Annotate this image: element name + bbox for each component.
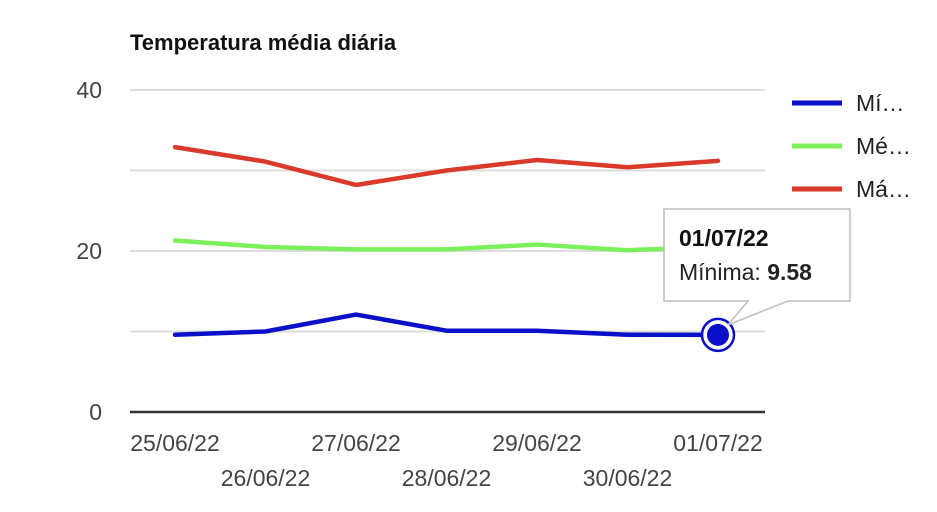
legend: Mí… Mé… Má… (792, 90, 911, 202)
tooltip-title: 01/07/22 (679, 225, 769, 251)
x-tick-label: 01/07/22 (673, 430, 763, 456)
series-line-2 (172, 144, 721, 188)
x-tick-label: 29/06/22 (492, 430, 582, 456)
series-lines (172, 144, 721, 338)
legend-label: Má… (856, 176, 911, 202)
x-tick-label: 27/06/22 (311, 430, 401, 456)
legend-label: Mé… (856, 133, 911, 159)
chart-title: Temperatura média diária (130, 30, 397, 55)
series-line-1 (172, 238, 721, 253)
tooltip-line: Mínima: 9.58 (679, 259, 812, 285)
tooltip-box (663, 208, 851, 326)
y-axis-ticks: 0 20 40 (76, 77, 102, 425)
x-tick-label: 28/06/22 (402, 465, 492, 491)
tooltip: 01/07/22 Mínima: 9.58 (663, 208, 851, 326)
y-tick-label: 0 (89, 399, 102, 425)
highlighted-point-layer (700, 317, 736, 353)
x-tick-label: 26/06/22 (221, 465, 311, 491)
legend-label: Mí… (856, 90, 905, 116)
x-axis-ticks: 25/06/2226/06/2227/06/2228/06/2229/06/22… (130, 430, 763, 491)
tooltip-label: Mínima: (679, 259, 761, 285)
y-tick-label: 20 (76, 238, 102, 264)
tooltip-value: 9.58 (767, 259, 812, 285)
series-line-0 (172, 312, 721, 338)
y-tick-label: 40 (76, 77, 102, 103)
x-tick-label: 25/06/22 (130, 430, 220, 456)
highlighted-point[interactable] (707, 323, 729, 346)
x-tick-label: 30/06/22 (583, 465, 673, 491)
